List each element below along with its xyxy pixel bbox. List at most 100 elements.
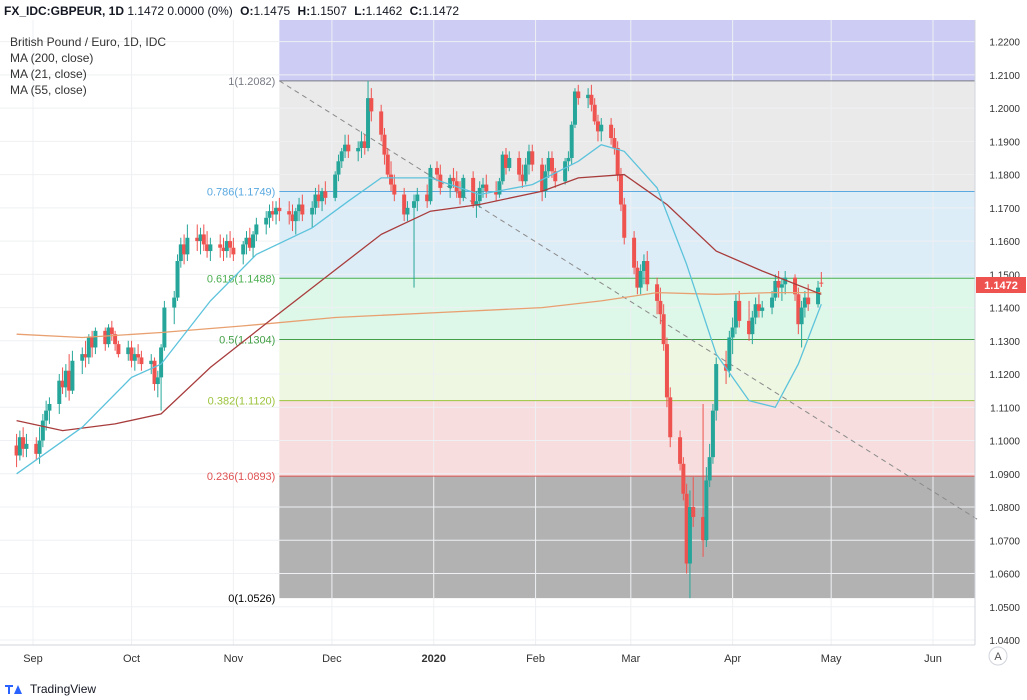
- candle-body: [793, 277, 798, 295]
- y-tick-label: 1.0400: [989, 636, 1020, 647]
- candle-body: [428, 167, 433, 202]
- candle-body: [277, 207, 282, 212]
- candle-body: [178, 244, 183, 262]
- candle: [802, 290, 807, 318]
- candle-body: [687, 507, 692, 564]
- candle: [14, 433, 19, 468]
- candle: [385, 147, 390, 178]
- candle: [664, 337, 669, 408]
- candle-body: [523, 164, 528, 182]
- price-axis[interactable]: 1.2200 1.2100 1.2000 1.1900 1.1800 1.1700 1.16…: [974, 20, 1020, 647]
- candle-body: [17, 437, 22, 456]
- legend-ma55[interactable]: MA (55, close): [10, 83, 87, 97]
- low-label: L:: [354, 4, 366, 18]
- fib-zone: [279, 476, 976, 599]
- candle-body: [132, 354, 137, 361]
- candle: [779, 277, 784, 301]
- y-tick-label: 1.0500: [989, 603, 1020, 614]
- candle-body: [632, 237, 637, 268]
- candle: [595, 114, 600, 142]
- candle: [461, 174, 466, 202]
- symbol-label[interactable]: FX_IDC:GBPEUR, 1D: [4, 4, 125, 18]
- candle: [819, 271, 824, 287]
- time-axis[interactable]: Sep Oct Nov Dec 2020 Feb Mar Apr May Jun: [0, 644, 975, 665]
- fib-label: 0.382(1.1120): [208, 396, 276, 408]
- candle: [310, 201, 315, 228]
- candle: [152, 357, 157, 391]
- candle-body: [681, 463, 686, 494]
- candle-body: [710, 410, 715, 458]
- candle: [313, 187, 318, 215]
- candle-body: [733, 300, 738, 328]
- candle-body: [208, 244, 213, 252]
- legend-ma200[interactable]: MA (200, close): [10, 51, 93, 65]
- candle-body: [175, 261, 180, 298]
- candle-body: [392, 184, 397, 195]
- candle: [132, 347, 137, 371]
- candle: [710, 403, 715, 464]
- open-value: 1.1475: [253, 4, 291, 18]
- candle: [17, 430, 22, 461]
- fib-levels: 1(1.2082) 0.786(1.1749) 0.618(1.1488) 0.5(1…: [207, 76, 975, 605]
- candle-body: [339, 151, 344, 162]
- high-label: H:: [297, 4, 311, 18]
- candle-body: [641, 261, 646, 271]
- candle-body: [34, 443, 39, 454]
- brand-name[interactable]: TradingView: [30, 682, 97, 696]
- candle: [290, 204, 295, 232]
- legend-title[interactable]: British Pound / Euro, 1D, IDC: [10, 35, 166, 49]
- candle: [622, 197, 627, 245]
- candle: [195, 224, 200, 252]
- candle: [707, 443, 712, 488]
- candle-body: [182, 244, 187, 255]
- x-tick-label: Mar: [621, 653, 640, 665]
- candle-body: [530, 151, 535, 165]
- candle: [599, 118, 604, 142]
- candle: [86, 334, 91, 365]
- candle: [448, 174, 453, 198]
- candle-body: [228, 241, 233, 248]
- candle-body: [270, 211, 275, 215]
- candle: [553, 167, 558, 188]
- candle: [224, 234, 229, 258]
- candle: [507, 151, 512, 172]
- candle: [546, 151, 551, 178]
- price-chart[interactable]: 1(1.2082) 0.786(1.1749) 0.618(1.1488) 0.5(1…: [0, 0, 1027, 680]
- trend-line[interactable]: [279, 80, 980, 521]
- candle-body: [405, 207, 410, 215]
- candle-body: [569, 124, 574, 158]
- close-label: C:: [409, 4, 423, 18]
- y-tick-label: 1.2000: [989, 104, 1020, 115]
- candle-body: [704, 480, 709, 541]
- candle: [691, 477, 696, 527]
- candle: [218, 234, 223, 258]
- x-tick-label: Jun: [924, 653, 942, 665]
- y-tick-label: 1.0700: [989, 536, 1020, 547]
- candle: [645, 251, 650, 291]
- candle-body: [773, 280, 778, 298]
- y-tick-label: 1.1200: [989, 370, 1020, 381]
- candle: [159, 344, 164, 411]
- candle-body: [162, 307, 167, 348]
- candle: [641, 254, 646, 285]
- legend-ma21[interactable]: MA (21, close): [10, 67, 87, 81]
- candle: [316, 184, 321, 208]
- candle: [320, 187, 325, 212]
- candle-body: [343, 144, 348, 152]
- candle-body: [346, 144, 351, 152]
- candle-body: [747, 320, 752, 335]
- fib-zone: [279, 400, 976, 477]
- candle: [198, 227, 203, 255]
- candle: [267, 204, 272, 228]
- candle-body: [274, 207, 279, 215]
- scale-mode-button[interactable]: A: [988, 646, 1008, 666]
- candle: [458, 181, 463, 205]
- candle-body: [313, 194, 318, 208]
- candle-body: [701, 517, 706, 541]
- candle-body: [638, 270, 643, 288]
- candle-body: [645, 261, 650, 285]
- candle: [228, 231, 233, 258]
- candle-body: [320, 191, 325, 202]
- candle: [270, 201, 275, 222]
- candle: [21, 427, 26, 458]
